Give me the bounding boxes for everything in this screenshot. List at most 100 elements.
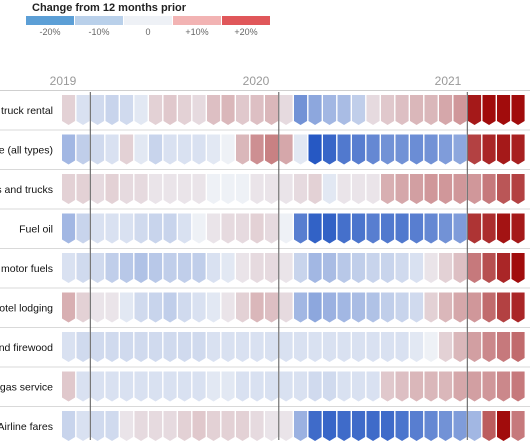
heatmap-cell — [482, 371, 496, 402]
heatmap-cell — [265, 292, 279, 323]
heatmap-cell — [366, 253, 380, 283]
heatmap-cell — [410, 292, 424, 323]
heatmap-cell — [279, 253, 293, 283]
heatmap-cell — [366, 411, 380, 441]
heatmap-cell — [192, 213, 206, 244]
heatmap-cell — [381, 95, 395, 125]
heatmap-cell — [279, 134, 293, 165]
heatmap-cell — [381, 213, 395, 244]
row-label: Hotel lodging — [0, 303, 53, 315]
legend-swatch-pos20 — [222, 16, 270, 25]
heatmap-cell — [149, 174, 163, 204]
heatmap-cell — [468, 292, 482, 323]
heatmap-cell — [250, 174, 264, 204]
heatmap-cell — [192, 134, 206, 165]
heatmap-cell — [221, 134, 235, 165]
heatmap-cell — [163, 174, 177, 204]
heatmap-cell — [149, 332, 163, 362]
heatmap-cell — [323, 174, 337, 204]
heatmap-cell — [308, 411, 322, 441]
heatmap-cell — [207, 292, 221, 323]
heatmap-cell — [352, 174, 366, 204]
heatmap-cell — [395, 411, 409, 441]
heatmap-cell — [294, 292, 308, 323]
heatmap-cell — [221, 371, 235, 402]
row-label: er motor fuels — [0, 263, 53, 275]
heatmap-cell — [76, 371, 90, 402]
heatmap-cell — [381, 292, 395, 323]
heatmap-cell — [163, 411, 177, 441]
heatmap-cell — [250, 134, 264, 165]
heatmap-cell — [120, 371, 134, 402]
heatmap-cell — [61, 213, 76, 244]
heatmap-cell — [163, 213, 177, 244]
heatmap-cell — [192, 332, 206, 362]
heatmap-cell — [76, 411, 90, 441]
heatmap-cell — [265, 213, 279, 244]
heatmap-row — [61, 292, 525, 323]
heatmap-cell — [453, 134, 467, 165]
heatmap-cell — [192, 371, 206, 402]
heatmap-cell — [120, 95, 134, 125]
row-label: ars and trucks — [0, 184, 53, 196]
heatmap-cell — [250, 253, 264, 283]
heatmap-cell — [178, 213, 192, 244]
row-label-background — [0, 331, 58, 363]
heatmap-cell — [439, 95, 453, 125]
heatmap-cell — [192, 411, 206, 441]
heatmap-cell — [439, 371, 453, 402]
heatmap-cell — [120, 134, 134, 165]
heatmap-cell — [308, 174, 322, 204]
heatmap-cell — [497, 174, 511, 204]
heatmap-cell — [410, 95, 424, 125]
heatmap-cell — [482, 332, 496, 362]
heatmap-cell — [381, 174, 395, 204]
heatmap-cell — [178, 134, 192, 165]
heatmap-cell — [236, 292, 250, 323]
heatmap-cell — [511, 332, 525, 362]
heatmap-cell — [265, 174, 279, 204]
heatmap-cell — [381, 134, 395, 165]
heatmap-cell — [236, 332, 250, 362]
heatmap-cell — [352, 292, 366, 323]
heatmap-cell — [352, 332, 366, 362]
heatmap-cell — [410, 213, 424, 244]
heatmap-cell — [178, 371, 192, 402]
heatmap-cell — [294, 174, 308, 204]
heatmap-cell — [337, 292, 351, 323]
legend-swatch-neg10 — [75, 16, 123, 25]
heatmap-cell — [381, 332, 395, 362]
heatmap-cell — [439, 332, 453, 362]
heatmap-cell — [134, 213, 148, 244]
heatmap-cell — [381, 371, 395, 402]
heatmap-cell — [482, 213, 496, 244]
heatmap-cell — [76, 292, 90, 323]
heatmap-cell — [323, 292, 337, 323]
heatmap-cell — [163, 332, 177, 362]
heatmap-cell — [497, 292, 511, 323]
heatmap-cell — [207, 332, 221, 362]
row-label: e and firewood — [0, 342, 53, 354]
heatmap-row — [61, 332, 525, 362]
heatmap-cell — [410, 134, 424, 165]
heatmap-cell — [279, 371, 293, 402]
heatmap-cell — [482, 134, 496, 165]
heatmap-cell — [76, 174, 90, 204]
heatmap-cell — [468, 174, 482, 204]
heatmap-cell — [192, 95, 206, 125]
heatmap-cell — [308, 332, 322, 362]
heatmap-cell — [439, 411, 453, 441]
heatmap-cell — [207, 411, 221, 441]
heatmap-cell — [410, 411, 424, 441]
heatmap-cell — [236, 174, 250, 204]
heatmap-cell — [221, 411, 235, 441]
heatmap-cell — [163, 95, 177, 125]
heatmap-cell — [221, 332, 235, 362]
row-label: line (all types) — [0, 145, 53, 157]
heatmap-cell — [424, 174, 438, 204]
heatmap-cell — [105, 213, 119, 244]
heatmap-row — [61, 95, 525, 125]
heatmap-cell — [395, 371, 409, 402]
heatmap-cell — [468, 332, 482, 362]
heatmap-cell — [468, 253, 482, 283]
